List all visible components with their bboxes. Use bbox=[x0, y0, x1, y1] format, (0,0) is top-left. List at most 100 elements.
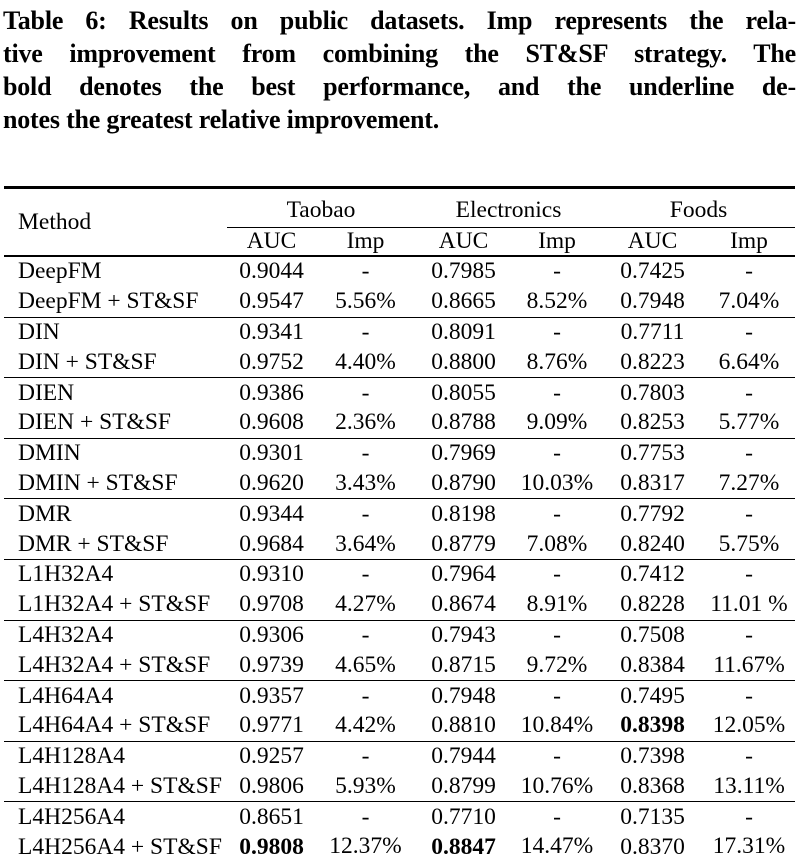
group-header-taobao: Taobao bbox=[227, 187, 415, 228]
method-cell: DMIN + ST&SF bbox=[18, 469, 178, 496]
auc-cell: 0.8847 bbox=[415, 832, 512, 858]
cell-value: 3.43% bbox=[335, 469, 396, 496]
cell-value: 0.8799 bbox=[431, 772, 496, 799]
imp-cell: - bbox=[512, 680, 602, 711]
cell-value: 0.9357 bbox=[239, 682, 304, 709]
table-row: DMR 0.9344 - 0.8198 - 0.7792 - bbox=[4, 498, 795, 530]
caption-line: tive improvement from combining the ST&S… bbox=[3, 39, 796, 68]
cell-value: 6.64% bbox=[718, 348, 780, 375]
cell-value: 0.9684 bbox=[239, 530, 304, 557]
table-row: L4H32A4 0.9306 - 0.7943 - 0.7508 - bbox=[4, 619, 795, 651]
imp-cell: - bbox=[703, 680, 795, 711]
auc-cell: 0.9341 bbox=[227, 316, 316, 348]
cell-value: 4.40% bbox=[335, 348, 396, 375]
cell-value: 0.9771 bbox=[239, 712, 304, 739]
table-row: DMR + ST&SF 0.9684 3.64% 0.8779 7.08% 0.8240 5… bbox=[4, 529, 795, 559]
cell-value: - bbox=[745, 440, 753, 467]
cell-value: 0.8055 bbox=[431, 379, 496, 406]
auc-cell: 0.9344 bbox=[227, 498, 316, 530]
auc-cell: 0.9708 bbox=[227, 590, 316, 620]
method-cell: L4H32A4 bbox=[4, 619, 227, 651]
auc-cell: 0.7964 bbox=[415, 558, 512, 590]
imp-cell: - bbox=[703, 558, 795, 590]
cell-value: 0.9386 bbox=[239, 379, 304, 406]
cell-value: 0.9620 bbox=[239, 469, 304, 496]
cell-value: 5.93% bbox=[335, 772, 396, 799]
cell-value: 0.8317 bbox=[620, 469, 685, 496]
cell-value: 0.8665 bbox=[431, 288, 496, 315]
cell-value: 0.9808 bbox=[239, 833, 304, 858]
table-row: L4H256A4 + ST&SF 0.9808 12.37% 0.8847 14.47%… bbox=[4, 832, 795, 858]
auc-cell: 0.9044 bbox=[227, 256, 316, 287]
cell-value: 0.9806 bbox=[239, 772, 304, 799]
table-row: L4H256A4 0.8651 - 0.7710 - 0.7135 - bbox=[4, 801, 795, 833]
cell-value: - bbox=[361, 440, 370, 467]
auc-cell: 0.8198 bbox=[415, 498, 512, 530]
cell-value: 0.8198 bbox=[431, 500, 496, 527]
table-caption: Table 6: Results on public datasets. Imp… bbox=[0, 0, 799, 136]
cell-value: - bbox=[361, 500, 370, 527]
auc-cell: 0.8370 bbox=[602, 832, 703, 858]
cell-value: 9.72% bbox=[526, 651, 588, 678]
imp-cell: 3.64% bbox=[316, 529, 415, 559]
imp-cell: 5.77% bbox=[703, 408, 795, 438]
cell-value: 0.8253 bbox=[620, 409, 685, 436]
cell-value: - bbox=[361, 258, 370, 285]
method-cell: L4H32A4 + ST&SF bbox=[18, 651, 211, 678]
auc-cell: 0.9771 bbox=[227, 711, 316, 741]
table-row: L4H64A4 + ST&SF 0.9771 4.42% 0.8810 10.84% 0.… bbox=[4, 711, 795, 741]
cell-value: - bbox=[553, 440, 561, 467]
imp-cell: - bbox=[512, 558, 602, 590]
cell-value: 0.7135 bbox=[620, 803, 685, 830]
auc-cell: 0.9301 bbox=[227, 437, 316, 469]
cell-value: - bbox=[553, 379, 561, 406]
imp-cell: 14.47% bbox=[512, 832, 602, 858]
imp-cell: 5.56% bbox=[316, 287, 415, 317]
imp-cell: - bbox=[316, 740, 415, 772]
imp-cell: 5.75% bbox=[703, 529, 795, 559]
imp-cell: - bbox=[316, 377, 415, 408]
imp-cell: - bbox=[703, 498, 795, 530]
method-cell: DeepFM bbox=[18, 258, 102, 285]
cell-value: 0.7803 bbox=[620, 379, 685, 406]
auc-cell: 0.7508 bbox=[602, 619, 703, 651]
imp-cell: - bbox=[703, 801, 795, 833]
method-cell: L1H32A4 bbox=[4, 558, 227, 590]
cell-value: 3.64% bbox=[335, 530, 396, 557]
auc-cell: 0.8398 bbox=[602, 711, 703, 741]
imp-cell: 10.84% bbox=[512, 711, 602, 741]
cell-value: - bbox=[745, 318, 753, 345]
imp-cell: - bbox=[512, 437, 602, 469]
cell-value: 12.05% bbox=[712, 712, 786, 739]
cell-value: 5.75% bbox=[718, 530, 780, 557]
cell-value: 11.01 % bbox=[710, 591, 788, 618]
cell-value: 0.9344 bbox=[239, 500, 304, 527]
cell-value: - bbox=[553, 803, 561, 830]
cell-value: 17.31% bbox=[712, 834, 786, 858]
cell-value: - bbox=[745, 682, 753, 709]
cell-value: 0.9044 bbox=[239, 258, 304, 285]
cell-value: - bbox=[745, 743, 753, 770]
cell-value: 0.7398 bbox=[620, 743, 685, 770]
cell-value: - bbox=[361, 561, 370, 588]
cell-value: 0.7711 bbox=[620, 318, 685, 345]
group-header-foods: Foods bbox=[602, 187, 795, 228]
cell-value: 0.8370 bbox=[620, 833, 685, 858]
method-cell: L4H256A4 + ST&SF bbox=[18, 833, 222, 858]
imp-cell: 7.08% bbox=[512, 529, 602, 559]
cell-value: 4.27% bbox=[335, 591, 396, 618]
imp-cell: - bbox=[316, 558, 415, 590]
imp-cell: 11.67% bbox=[703, 650, 795, 680]
imp-cell: - bbox=[703, 377, 795, 408]
subheader-taobao-imp: Imp bbox=[316, 227, 415, 257]
imp-cell: - bbox=[703, 619, 795, 651]
cell-value: 0.8810 bbox=[431, 712, 496, 739]
imp-cell: - bbox=[703, 437, 795, 469]
imp-cell: 3.43% bbox=[316, 469, 415, 499]
cell-value: 0.7948 bbox=[620, 288, 685, 315]
auc-cell: 0.7948 bbox=[602, 287, 703, 317]
cell-value: 0.8398 bbox=[620, 712, 685, 739]
cell-value: - bbox=[553, 682, 561, 709]
imp-cell: - bbox=[512, 740, 602, 772]
cell-value: 0.9310 bbox=[239, 561, 304, 588]
